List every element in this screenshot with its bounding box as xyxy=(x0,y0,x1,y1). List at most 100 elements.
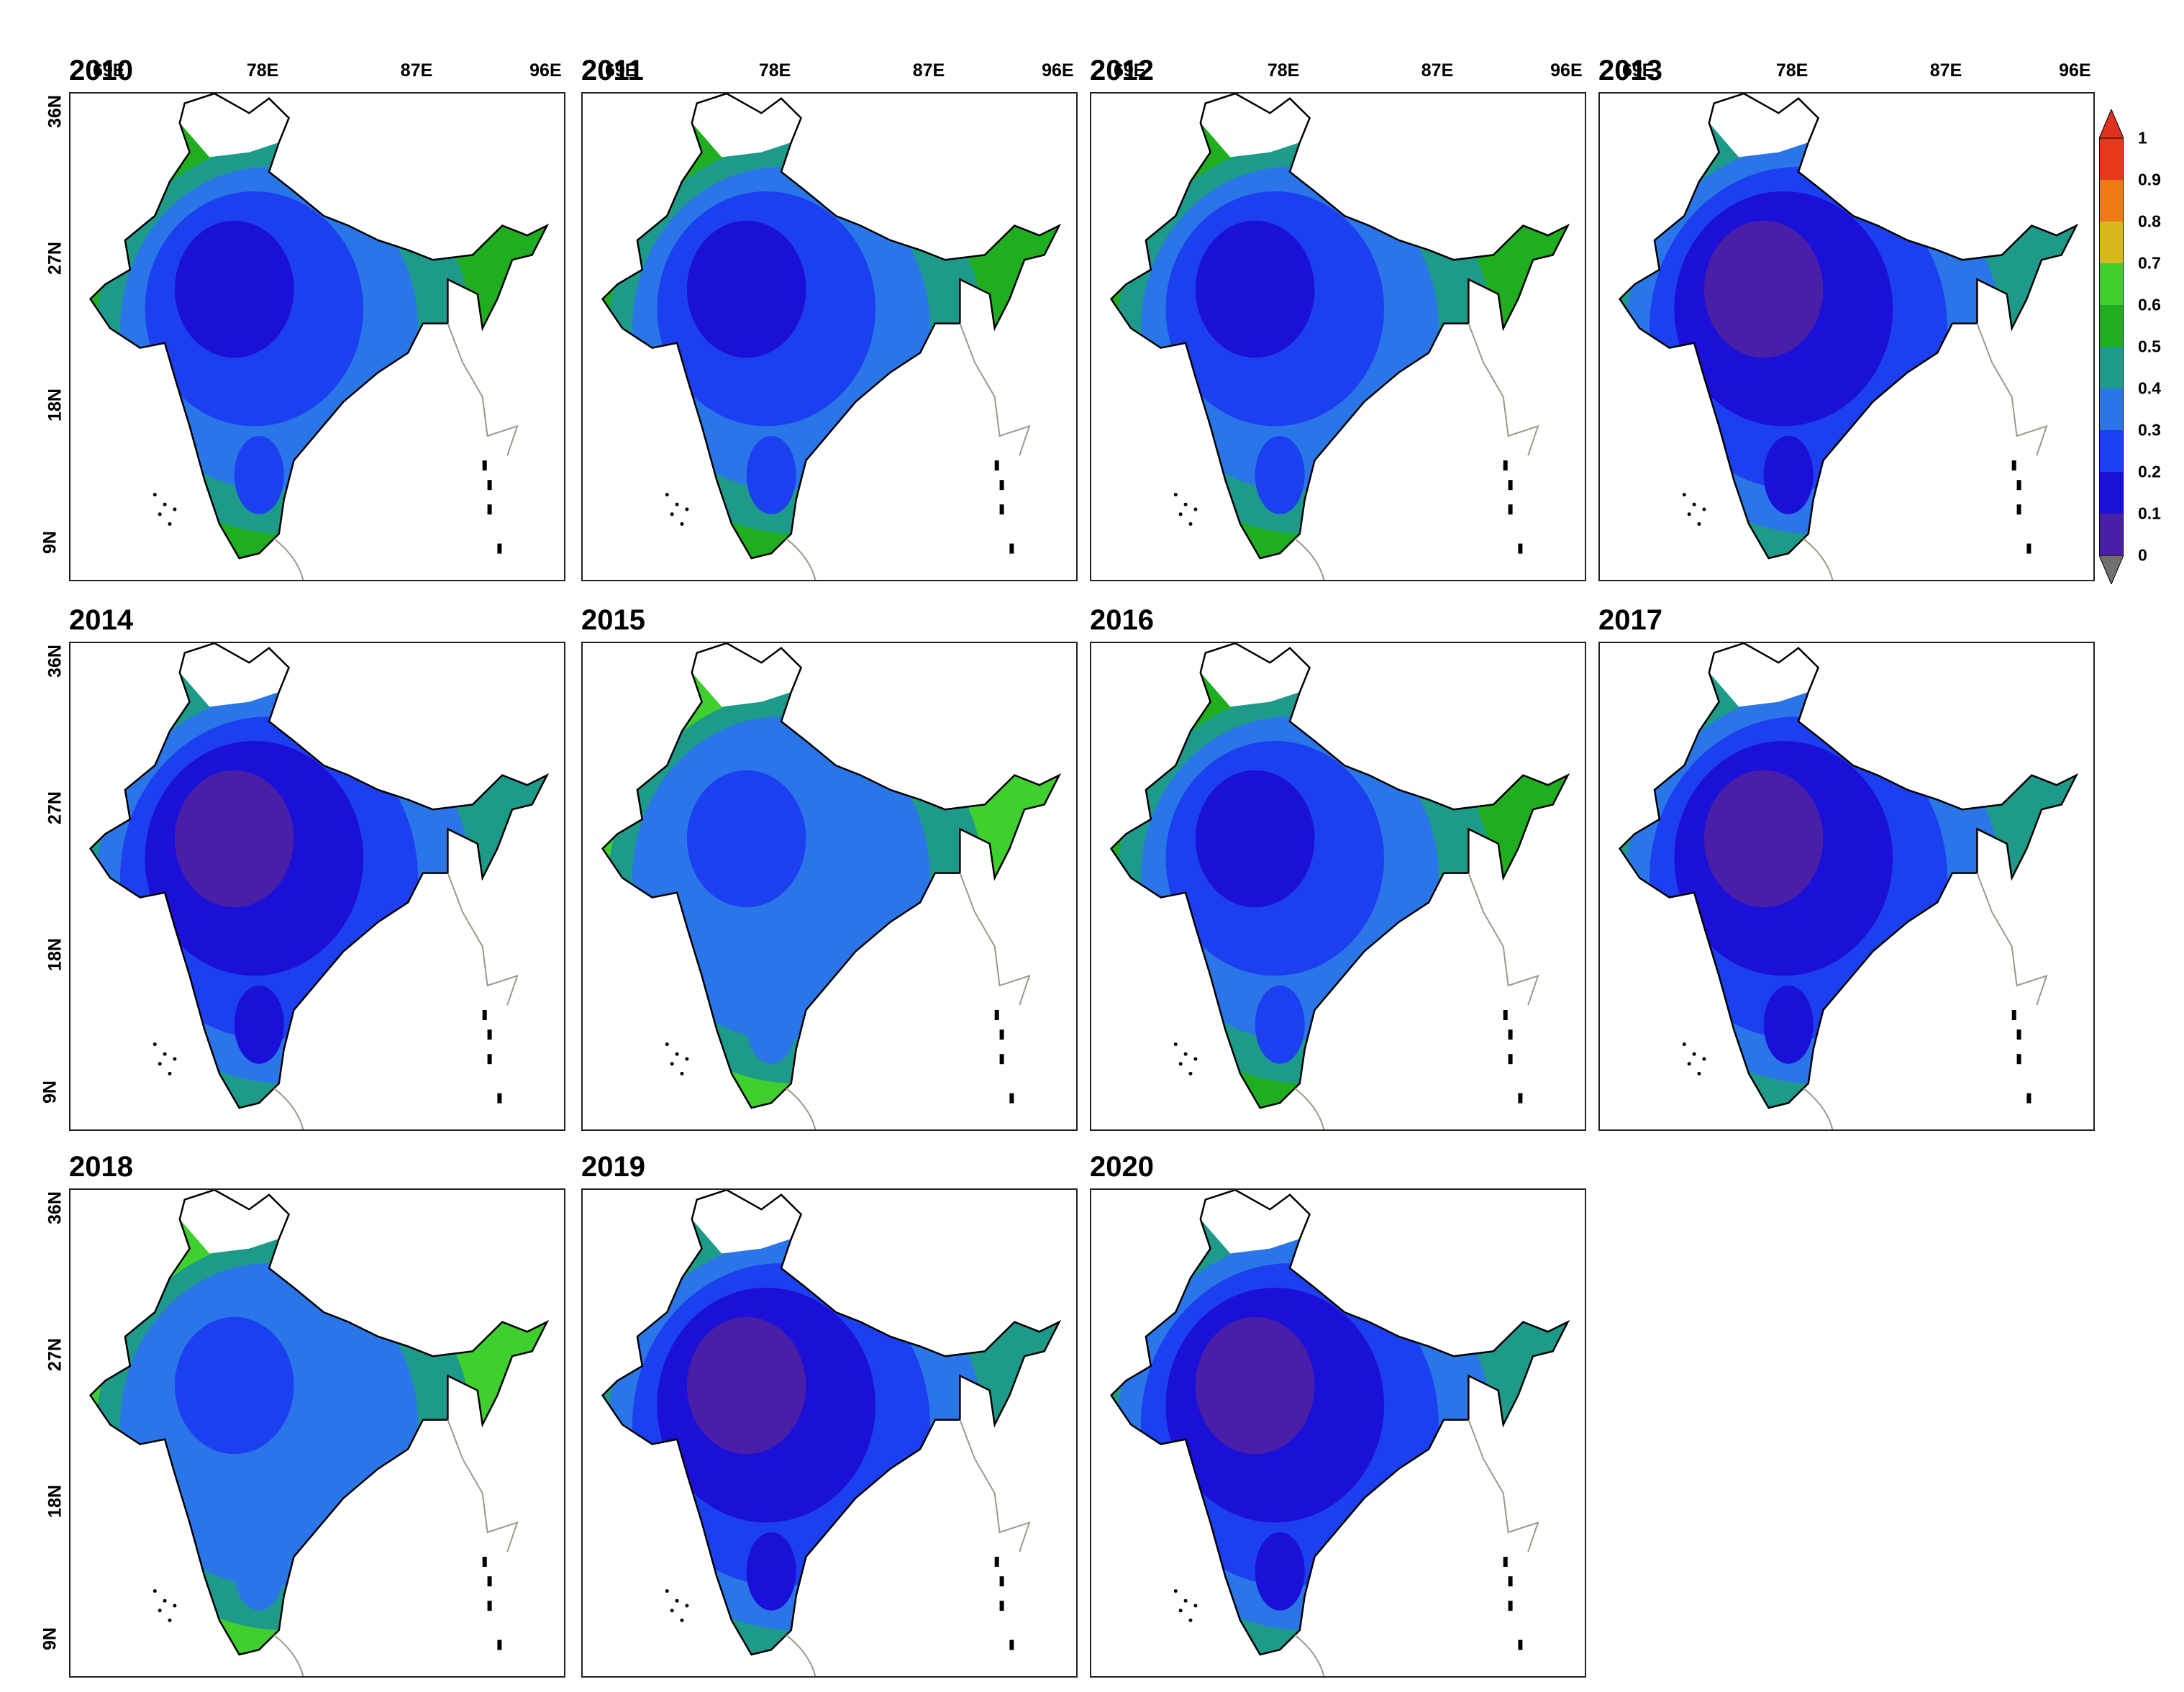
longitude-label: 87E xyxy=(400,60,433,81)
map-frame xyxy=(1090,1188,1586,1678)
coastline xyxy=(1468,873,1539,1006)
colorbar-tick-label: 0.4 xyxy=(2138,378,2161,398)
country-outline xyxy=(1109,643,1570,1109)
island-dot xyxy=(1702,1057,1706,1061)
longitude-label: 69E xyxy=(92,60,125,81)
island-dot xyxy=(1518,1093,1523,1104)
island-dot xyxy=(153,493,157,497)
island-dot xyxy=(670,512,674,517)
country-outline xyxy=(601,643,1062,1109)
panel-year-title: 2014 xyxy=(69,604,133,636)
sri-lanka-coast xyxy=(273,1088,304,1129)
longitude-label: 78E xyxy=(246,60,279,81)
island-dot xyxy=(487,1576,492,1587)
colorbar xyxy=(2098,108,2124,586)
colorbar-segment xyxy=(2099,263,2124,305)
map-panel-2014: 2014 36N 27N 18N 9N xyxy=(40,604,565,1131)
contour-band xyxy=(746,436,796,514)
india-map xyxy=(1618,643,2079,1129)
country-outline xyxy=(601,94,1062,560)
colorbar-segment xyxy=(2099,388,2124,430)
island-dot xyxy=(685,1604,689,1608)
island-dot xyxy=(158,1609,162,1613)
contour-band xyxy=(234,1532,284,1611)
map-panel-2019: 2019 xyxy=(581,1151,1078,1678)
unshaded-region xyxy=(1708,94,1819,158)
latitude-label: 27N xyxy=(45,1338,65,1372)
latitude-label: 9N xyxy=(40,1627,60,1650)
panel-year-title: 2013 xyxy=(1598,55,1662,86)
island-dot xyxy=(1188,1071,1193,1075)
country-outline xyxy=(88,1190,550,1656)
coastline xyxy=(447,323,519,456)
latitude-label: 36N xyxy=(45,1191,65,1225)
island-dot xyxy=(675,502,679,506)
island-dot xyxy=(2016,1029,2021,1040)
colorbar-segment xyxy=(2099,514,2124,555)
sri-lanka-coast xyxy=(273,1634,304,1676)
island-dot xyxy=(999,504,1004,515)
unshaded-region xyxy=(1200,94,1310,158)
island-dot xyxy=(665,1589,669,1593)
contour-band xyxy=(1255,1532,1305,1611)
island-dot xyxy=(685,1057,689,1061)
india-map xyxy=(88,643,550,1129)
island-dot xyxy=(1518,543,1523,554)
longitude-label: 96E xyxy=(2059,60,2091,81)
map-panel-2015: 2015 xyxy=(581,604,1078,1131)
country-outline xyxy=(88,94,550,560)
unshaded-region xyxy=(1708,643,1819,707)
island-dot xyxy=(482,460,487,470)
island-dot xyxy=(2026,1093,2031,1104)
unshaded-region xyxy=(179,94,289,158)
unshaded-region xyxy=(179,1190,289,1254)
island-dot xyxy=(487,480,492,491)
coastline xyxy=(1468,323,1539,456)
sri-lanka-coast xyxy=(786,1634,816,1676)
coastline xyxy=(447,1419,519,1552)
island-dot xyxy=(168,522,172,526)
contour-band xyxy=(686,770,806,908)
island-dot xyxy=(2011,1010,2016,1020)
contour-band xyxy=(1763,986,1814,1064)
map-frame xyxy=(1090,92,1586,581)
coastline xyxy=(1976,873,2048,1006)
island-dot xyxy=(482,1010,487,1020)
colorbar-tick-label: 0.7 xyxy=(2138,253,2161,273)
island-dot xyxy=(1702,507,1706,511)
island-dot xyxy=(163,502,167,506)
longitude-label: 96E xyxy=(1550,60,1583,81)
country-outline xyxy=(88,643,550,1109)
panel-year-title: 2016 xyxy=(1090,604,1154,636)
island-dot xyxy=(1183,1052,1188,1056)
island-dot xyxy=(1518,1639,1523,1650)
longitude-label: 78E xyxy=(1267,60,1300,81)
island-dot xyxy=(1188,1618,1193,1622)
longitude-label: 96E xyxy=(529,60,562,81)
contour-band xyxy=(1195,220,1315,358)
island-dot xyxy=(680,1071,684,1075)
country-outline xyxy=(1618,643,2079,1109)
colorbar-segment xyxy=(2099,305,2124,347)
country-outline xyxy=(1109,1190,1570,1656)
island-dot xyxy=(1173,493,1178,497)
sri-lanka-coast xyxy=(1294,1088,1325,1129)
island-dot xyxy=(163,1598,167,1603)
island-dot xyxy=(2016,504,2021,515)
country-outline xyxy=(1109,94,1570,560)
island-dot xyxy=(1178,1609,1183,1613)
island-dot xyxy=(168,1071,172,1075)
island-dot xyxy=(163,1052,167,1056)
island-dot xyxy=(665,493,669,497)
island-dot xyxy=(1692,1052,1696,1056)
contour-band xyxy=(686,1316,806,1455)
longitude-label: 96E xyxy=(1042,60,1074,81)
colorbar-tick-label: 0.6 xyxy=(2138,295,2161,314)
island-dot xyxy=(1503,1010,1508,1020)
colorbar-tick-label: 0.1 xyxy=(2138,504,2161,523)
contour-band xyxy=(1255,986,1305,1064)
latitude-label: 9N xyxy=(40,1080,60,1104)
island-dot xyxy=(2011,460,2016,470)
island-dot xyxy=(1697,522,1701,526)
colorbar-under-triangle xyxy=(2098,555,2124,586)
